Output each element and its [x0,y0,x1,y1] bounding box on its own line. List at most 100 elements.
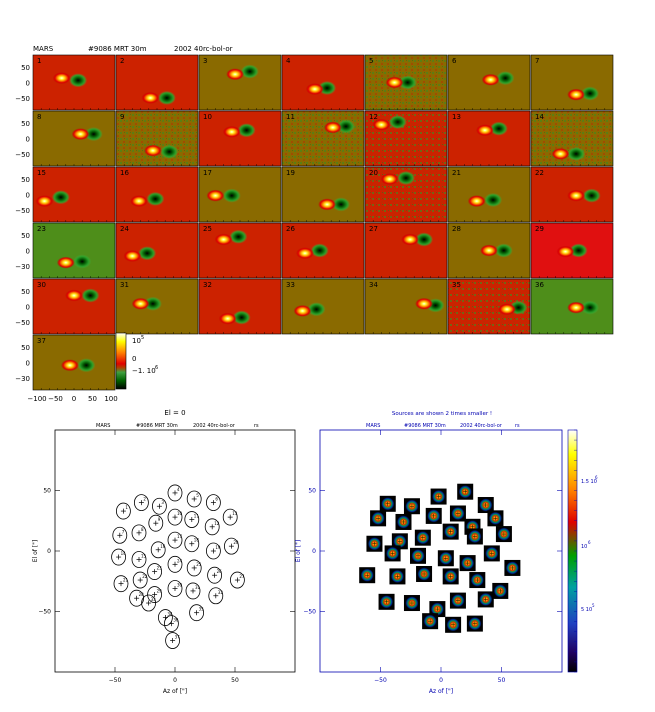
map-panel-number: 8 [37,113,41,121]
map-panel-background [33,167,115,222]
beam-position-ellipse [133,494,149,512]
beam-positions-axes: −50 0 50 50 0 −50 [38,430,295,684]
beam-position-marker: 34 [157,609,173,626]
beam-map-tile [395,513,412,530]
beam-map-tile [449,505,466,522]
map-colorbar-gradient [115,332,127,390]
beam-position-marker: 24 [167,555,183,573]
beam-position-marker: 9 [148,514,164,532]
beam-position-ellipse [208,587,224,605]
beam-map-tile [466,615,483,632]
map-panel-primary-source [385,76,404,89]
beam-maps-xlabel: Az of ["] [429,688,453,695]
beam-position-label: 19 [215,545,221,550]
beam-map-tile [429,601,446,618]
beam-position-marker: 19 [205,542,221,560]
beam-positions-title: El = 0 [164,409,185,417]
map-panel-number: 17 [203,169,212,177]
beam-position-marker: 2 [133,494,149,512]
beam-positions-ylabel: El of ["] [32,540,39,563]
map-panel-number: 19 [286,169,295,177]
beam-position-marker: 13 [222,508,238,526]
map-panel: 33 [281,278,365,335]
beam-map-tile [477,591,494,608]
beam-maps-chart: Sources are shown 2 times smaller ! MARS… [295,411,598,695]
beam-position-ellipse [167,484,183,502]
map-panel-secondary-source [146,191,165,206]
beam-position-marker: 27 [229,571,245,589]
map-colorbar-zero-label: 0 [132,355,136,363]
map-panel: 8 [32,110,116,167]
map-panel: 26 [281,222,365,279]
beam-map-tile [487,510,504,527]
map-panel-secondary-source [489,121,508,136]
map-panel-background [199,55,281,110]
beam-position-marker: 33 [141,594,156,612]
map-panel-background [365,223,447,278]
header-scan: #9086 MRT 30m [88,45,147,53]
map-panel-number: 35 [452,281,461,289]
map-panel-primary-source [226,68,245,81]
beam-maps-y-tick-label: 0 [312,548,316,555]
beam-position-ellipse [184,511,200,528]
map-grid-y-tick-label: −50 [15,319,30,327]
beam-maps-x-tick-label: −50 [374,677,387,684]
map-panel-secondary-source [51,190,70,205]
map-panel: 25 [198,222,282,279]
beam-position-marker: 21 [113,575,129,593]
map-colorbar-max-label: 10 [132,337,141,345]
beam-position-ellipse [189,604,205,622]
beam-position-label: 1 [125,505,128,510]
map-panel-primary-source [60,359,79,372]
map-panel-number: 12 [369,113,378,121]
beam-map-tile [492,582,509,599]
beam-position-label: 26 [217,569,223,574]
map-panel-background [33,279,115,334]
beam-positions-subtitle-rs: rs [254,423,259,429]
map-panel: 14 [530,110,614,167]
beam-position-marker: 20 [223,537,239,555]
beam-map-tile [457,483,474,500]
beam-position-marker: 1 [116,502,131,520]
map-panel-number: 3 [203,57,207,65]
map-panel-secondary-source [484,193,503,207]
map-panel: 21 [447,166,531,223]
map-grid-y-tick-label: −50 [15,207,30,215]
map-panel-number: 10 [203,113,212,121]
beam-position-label: 17 [177,534,183,539]
map-panel-primary-source [129,195,148,208]
beam-maps-y-tick-label: −50 [303,609,316,616]
map-panel-primary-source [141,91,160,104]
map-panel-primary-source [323,121,342,134]
map-panel-primary-source [467,195,486,208]
map-panel: 9 [115,110,199,167]
map-grid-x-tick-label: 0 [72,395,76,403]
beam-maps-subtitle-project: 2002 40rc-bol-or [460,423,503,429]
map-panel-primary-source [318,198,337,211]
beam-map-tile [384,545,401,562]
map-panel-secondary-source [581,300,600,315]
map-panel: 19 [281,166,365,223]
beam-maps-cb-label-high-exp: 6 [595,475,598,480]
beam-position-label: 4 [177,487,180,492]
beam-position-label: 22 [142,574,148,579]
beam-position-marker: 32 [208,587,224,605]
map-colorbar: 10 5 0 −1. 10 6 [115,332,158,390]
beam-position-marker: 18 [184,535,199,553]
map-panel-primary-source [218,312,237,325]
beam-position-marker: 35 [189,604,205,622]
beam-maps-cb-label-mid: 10 [581,544,587,550]
map-panel: 32 [198,278,282,335]
map-panel-secondary-source [581,86,600,101]
beam-position-label: 2 [143,497,146,502]
map-panel-number: 7 [535,57,539,65]
beam-map-tile [416,565,433,582]
beam-position-ellipse [150,541,166,559]
map-panel-noise [282,111,364,166]
map-grid-y-tick-label: 0 [26,192,30,200]
map-panel-number: 2 [120,57,124,65]
map-grid-y-tick-label: 50 [21,344,30,352]
map-grid-y-tick-label: −30 [15,263,30,271]
map-panel-number: 26 [286,225,295,233]
